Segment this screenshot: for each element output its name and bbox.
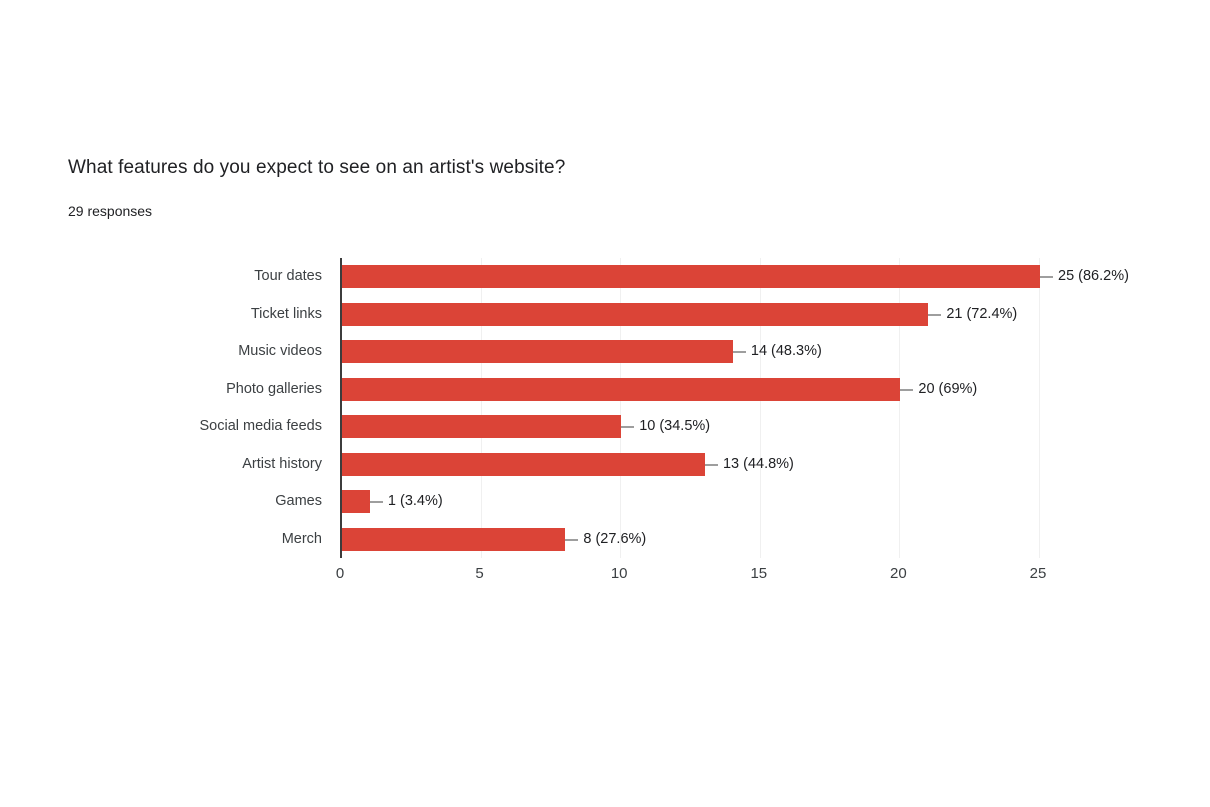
category-label: Artist history [242, 455, 322, 472]
whisker-line [900, 388, 914, 391]
category-label: Photo galleries [226, 380, 322, 397]
x-tick-label: 10 [610, 565, 628, 582]
bar-row: 13 (44.8%) [342, 446, 1040, 484]
bar-row: 21 (72.4%) [342, 296, 1040, 334]
bar [342, 377, 901, 401]
bar [342, 527, 566, 551]
plot-area: 25 (86.2%) 21 (72.4%) 14 (48.3%) 20 (69%) 10… [340, 258, 1129, 559]
gridline [759, 258, 761, 558]
response-count: 29 responses [68, 203, 153, 219]
bar-row: 14 (48.3%) [342, 333, 1040, 371]
whisker-line [928, 313, 942, 316]
x-axis: 0 5 10 15 20 25 [336, 565, 1047, 589]
bar-row: 10 (34.5%) [342, 408, 1040, 446]
value-label: 10 (34.5%) [639, 418, 711, 434]
whisker-line [621, 426, 635, 428]
bar-row: 1 (3.4%) [342, 483, 1040, 521]
value-label: 13 (44.8%) [722, 455, 794, 472]
bar [342, 302, 929, 326]
x-tick-label: 25 [1029, 565, 1047, 582]
category-label: Music videos [238, 343, 322, 359]
value-label: 21 (72.4%) [946, 305, 1018, 322]
x-tick-label: 15 [750, 565, 768, 582]
bar [342, 265, 1040, 288]
category-label: Games [275, 493, 322, 509]
value-label: 8 (27.6%) [583, 530, 647, 547]
gridline [480, 258, 482, 558]
bar-row: 8 (27.6%) [342, 521, 1040, 559]
value-label: 14 (48.3%) [750, 343, 822, 359]
gridline [620, 258, 622, 558]
bar-row: 25 (86.2%) [342, 258, 1129, 296]
x-tick-label: 0 [335, 565, 345, 582]
bar [342, 340, 733, 363]
value-label: 25 (86.2%) [1058, 268, 1129, 284]
value-label: 20 (69%) [918, 380, 978, 397]
whisker-line [565, 538, 579, 541]
gridline [899, 258, 901, 558]
category-axis: Tour dates Ticket links Music videos Photo … [0, 258, 322, 558]
x-tick-label: 20 [890, 565, 907, 582]
bar [342, 415, 622, 438]
question-title: What features do you expect to see on an… [68, 157, 566, 178]
whisker-line [704, 463, 718, 466]
category-label: Merch [281, 530, 322, 547]
whisker-line [1040, 276, 1053, 278]
bar [342, 452, 705, 476]
whisker-line [369, 501, 383, 503]
category-label: Tour dates [254, 268, 322, 284]
category-label: Social media feeds [199, 418, 322, 434]
bar-row: 20 (69%) [342, 371, 1040, 409]
bar [342, 490, 370, 513]
gridline [1039, 258, 1040, 558]
whisker-line [732, 351, 746, 353]
value-label: 1 (3.4%) [387, 493, 443, 509]
category-label: Ticket links [250, 305, 322, 322]
x-tick-label: 5 [475, 565, 484, 582]
